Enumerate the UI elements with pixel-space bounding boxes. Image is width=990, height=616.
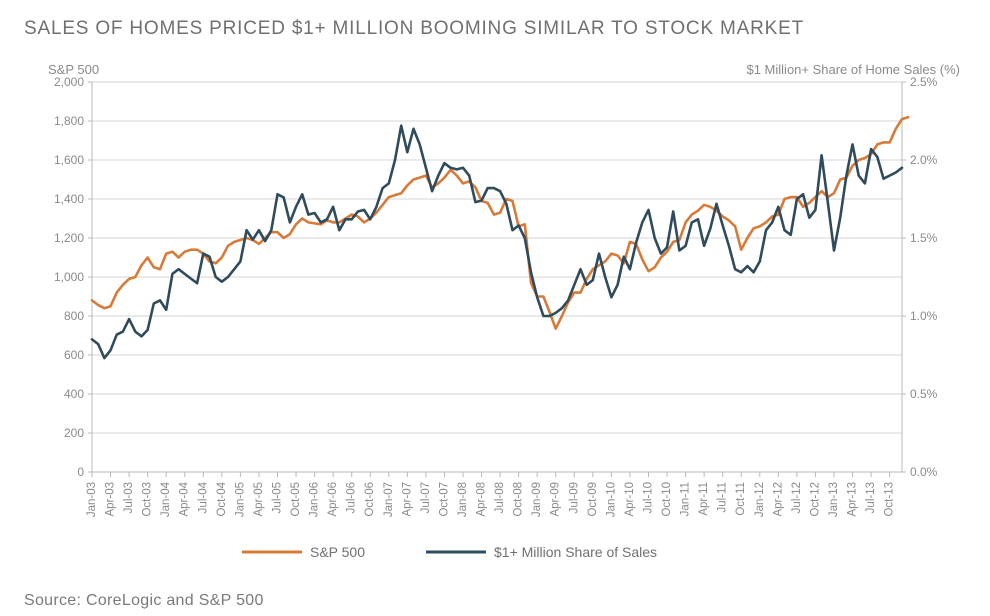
legend-label: $1+ Million Share of Sales xyxy=(494,544,657,560)
xtick-label: Oct-12 xyxy=(809,482,821,517)
xtick-label: Oct-05 xyxy=(290,482,302,517)
xtick-label: Jan-08 xyxy=(457,482,469,517)
xtick-label: Oct-09 xyxy=(587,482,599,517)
ytick-right: 0.5% xyxy=(910,387,938,401)
ytick-right: 2.0% xyxy=(910,153,938,167)
xtick-label: Jan-05 xyxy=(234,482,246,517)
xtick-label: Jul-04 xyxy=(197,481,209,513)
xtick-label: Jan-13 xyxy=(828,482,840,517)
xtick-label: Apr-08 xyxy=(476,482,488,517)
xtick-label: Oct-07 xyxy=(438,482,450,517)
ytick-right: 0.0% xyxy=(910,465,938,479)
ytick-left: 1,000 xyxy=(54,270,84,284)
xtick-label: Jan-09 xyxy=(531,482,543,517)
xtick-label: Oct-08 xyxy=(513,482,525,517)
xtick-label: Jul-11 xyxy=(717,482,729,512)
ytick-left: 400 xyxy=(64,387,84,401)
xtick-label: Jul-10 xyxy=(642,482,654,513)
xtick-label: Oct-03 xyxy=(142,482,154,517)
xtick-label: Oct-04 xyxy=(216,481,228,516)
xtick-label: Jan-10 xyxy=(605,482,617,517)
xtick-label: Apr-07 xyxy=(401,482,413,517)
series--1-million-share-of-sales xyxy=(92,126,902,358)
xtick-label: Apr-11 xyxy=(698,482,710,516)
xtick-label: Jul-09 xyxy=(568,482,580,513)
chart-canvas: S&P 500$1 Million+ Share of Home Sales (… xyxy=(24,58,966,598)
xtick-label: Jul-12 xyxy=(791,482,803,513)
xtick-label: Apr-10 xyxy=(624,482,636,517)
ytick-left: 1,200 xyxy=(54,231,84,245)
xtick-label: Apr-03 xyxy=(105,482,117,517)
ytick-left: 1,600 xyxy=(54,153,84,167)
xtick-label: Jul-07 xyxy=(420,482,432,513)
xtick-label: Apr-09 xyxy=(550,482,562,517)
ytick-right: 2.5% xyxy=(910,75,938,89)
xtick-label: Oct-06 xyxy=(364,482,376,517)
xtick-label: Jan-06 xyxy=(309,482,321,517)
series-s-p-500 xyxy=(92,117,908,329)
xtick-label: Apr-13 xyxy=(847,482,859,517)
ytick-right: 1.5% xyxy=(910,231,938,245)
ytick-left: 200 xyxy=(64,426,84,440)
xtick-label: Apr-06 xyxy=(327,482,339,517)
ytick-left: 800 xyxy=(64,309,84,323)
xtick-label: Jan-07 xyxy=(383,482,395,517)
source-text: Source: CoreLogic and S&P 500 xyxy=(24,592,264,610)
legend-label: S&P 500 xyxy=(310,544,365,560)
ytick-left: 600 xyxy=(64,348,84,362)
xtick-label: Jan-04 xyxy=(160,481,172,517)
xtick-label: Jul-05 xyxy=(271,482,283,513)
xtick-label: Jul-06 xyxy=(346,482,358,513)
xtick-label: Jul-08 xyxy=(494,482,506,513)
ytick-left: 1,800 xyxy=(54,114,84,128)
xtick-label: Jul-03 xyxy=(123,482,135,513)
xtick-label: Jan-03 xyxy=(86,482,98,517)
xtick-label: Apr-05 xyxy=(253,482,265,517)
xtick-label: Jul-13 xyxy=(865,482,877,513)
xtick-label: Jan-12 xyxy=(754,482,766,517)
chart-title: SALES OF HOMES PRICED $1+ MILLION BOOMIN… xyxy=(24,18,966,40)
ytick-left: 1,400 xyxy=(54,192,84,206)
ytick-left: 2,000 xyxy=(54,75,84,89)
ytick-right: 1.0% xyxy=(910,309,938,323)
xtick-label: Oct-10 xyxy=(661,482,673,517)
xtick-label: Jan-11 xyxy=(680,482,692,516)
xtick-label: Oct-13 xyxy=(884,482,896,517)
xtick-label: Apr-12 xyxy=(772,482,784,517)
xtick-label: Apr-04 xyxy=(179,481,191,516)
xtick-label: Oct-11 xyxy=(735,482,747,516)
ytick-left: 0 xyxy=(77,465,84,479)
